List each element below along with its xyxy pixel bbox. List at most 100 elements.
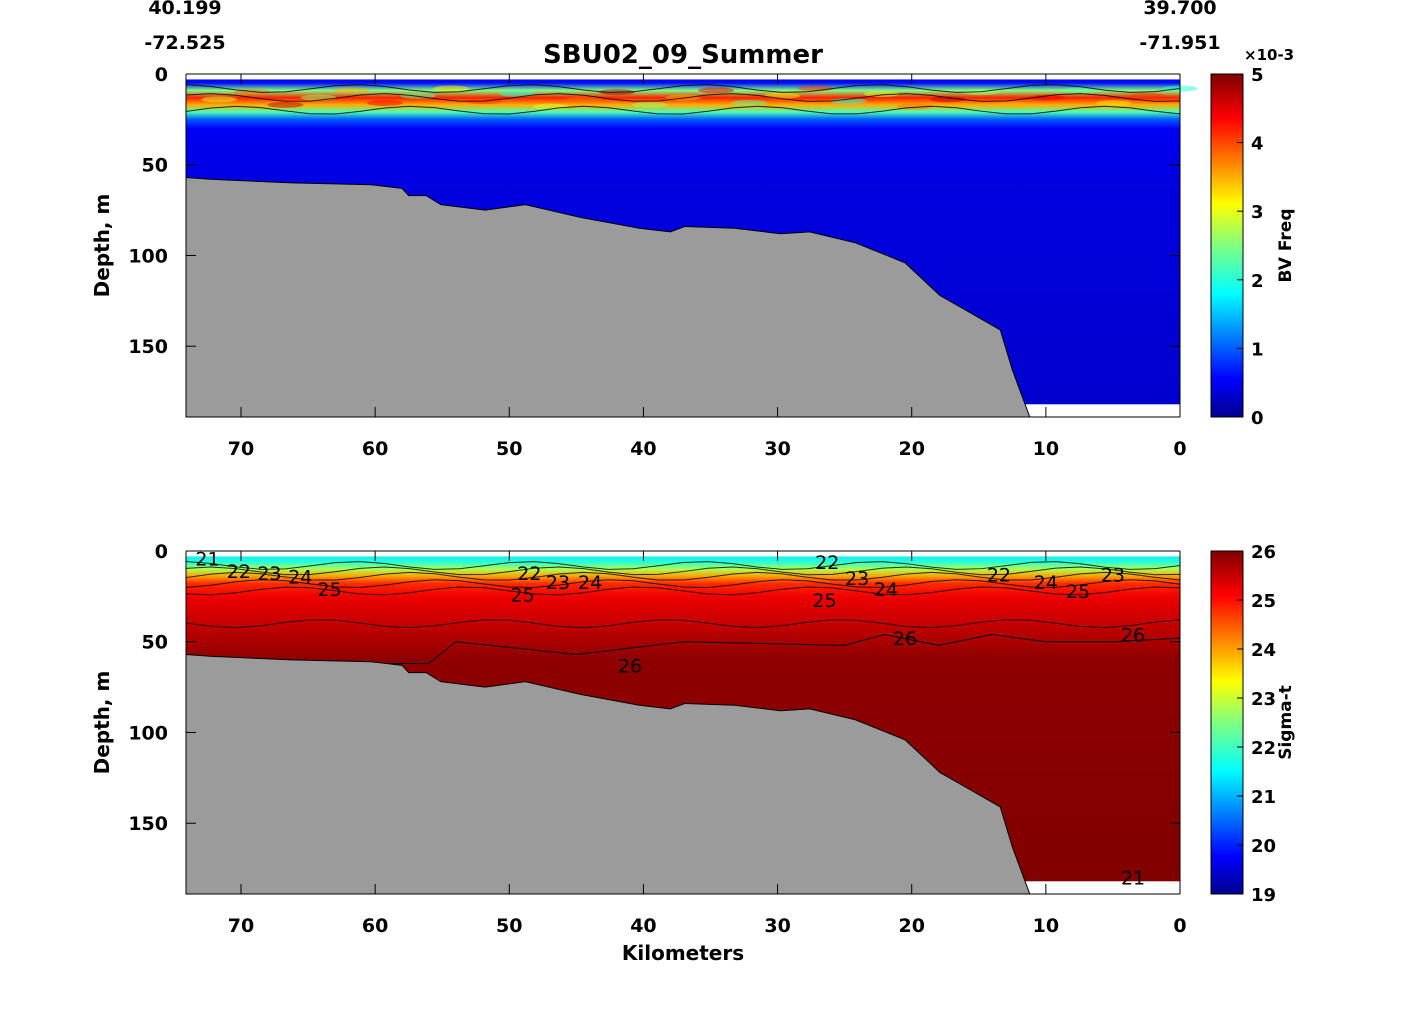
colorbar-tick-label: 3 <box>1251 202 1264 223</box>
colorbar-tick-label: 21 <box>1251 787 1276 808</box>
colorbar-tick-label: 2 <box>1251 271 1264 292</box>
contour-label: 22 <box>517 563 541 585</box>
x-tick-label: 30 <box>764 438 790 460</box>
x-tick-label: 20 <box>898 915 924 937</box>
contour-line <box>185 571 1181 581</box>
colorbar-tick-label: 26 <box>1251 542 1276 563</box>
field-patch <box>565 96 602 103</box>
field-patch <box>996 101 1033 108</box>
field-patch <box>499 90 536 97</box>
contour-label: 23 <box>845 568 869 590</box>
field-patch <box>1029 94 1066 101</box>
y-tick-label: 50 <box>142 155 168 177</box>
lat-left: 40.199 <box>148 0 221 19</box>
contour-line <box>185 619 1181 629</box>
contour-line <box>185 579 1181 589</box>
y-tick-label: 0 <box>155 64 168 86</box>
field-patch <box>1095 100 1132 107</box>
x-tick-label: 50 <box>496 438 522 460</box>
x-tick-label: 10 <box>1033 915 1059 937</box>
y-tick-label: 100 <box>128 722 168 744</box>
contour-label: 24 <box>874 579 898 601</box>
field-patch <box>1062 87 1099 94</box>
colorbar-tick-label: 24 <box>1251 640 1276 661</box>
contour-label: 26 <box>618 655 642 677</box>
contour-label: 23 <box>546 572 570 594</box>
field-patch <box>698 87 735 94</box>
contour-label: 22 <box>227 561 251 583</box>
bathymetry <box>185 653 1031 895</box>
colorbar-tick-label: 25 <box>1251 591 1276 612</box>
x-tick-label: 10 <box>1033 438 1059 460</box>
field-patch <box>764 92 801 99</box>
y-tick-label: 100 <box>128 245 168 267</box>
contour-line <box>185 105 1181 115</box>
y-axis-label: Depth, m <box>90 671 114 775</box>
field-patch <box>366 100 403 107</box>
colorbar-label: BV Freq <box>1276 209 1296 283</box>
contour-label: 23 <box>1101 565 1125 587</box>
contour-label: 23 <box>257 563 281 585</box>
field-patch <box>631 101 668 108</box>
field-patch <box>930 96 967 103</box>
contour-line <box>185 84 1181 93</box>
x-tick-label: 0 <box>1173 438 1186 460</box>
contour-line <box>185 586 1181 596</box>
contour-line <box>185 93 1181 102</box>
field-patch <box>201 96 238 103</box>
x-tick-label: 70 <box>228 915 254 937</box>
y-tick-label: 150 <box>128 336 168 358</box>
field-patch <box>731 100 768 107</box>
chart-title: SBU02_09_Summer <box>543 40 823 70</box>
contour-26 <box>187 633 1181 665</box>
x-tick-label: 30 <box>764 915 790 937</box>
y-tick-label: 150 <box>128 813 168 835</box>
lat-right: 39.700 <box>1143 0 1216 19</box>
colorbar-label: Sigma-t <box>1276 685 1296 760</box>
colorbar-tick-label: 5 <box>1251 65 1264 86</box>
contour-label: 21 <box>195 548 219 570</box>
colorbar <box>1210 550 1244 895</box>
field-patch <box>863 90 900 97</box>
lon-right: -71.951 <box>1139 32 1220 54</box>
x-tick-label: 60 <box>362 438 388 460</box>
contour-label: 25 <box>1066 581 1090 603</box>
colorbar-tick-label: 23 <box>1251 689 1276 710</box>
contour-label: 25 <box>511 585 535 607</box>
field-patch <box>1128 92 1165 99</box>
x-tick-label: 40 <box>630 438 656 460</box>
contour-label: 24 <box>288 566 312 588</box>
field-patch <box>267 101 304 108</box>
colorbar-exponent: ×10-3 <box>1244 46 1294 64</box>
contour-label: 24 <box>578 572 602 594</box>
y-axis-label: Depth, m <box>90 194 114 298</box>
x-tick-label: 20 <box>898 438 924 460</box>
colorbar-tick-label: 20 <box>1251 836 1276 857</box>
contour-label: 26 <box>1121 624 1145 646</box>
lon-left: -72.525 <box>144 32 225 54</box>
contour-label: 25 <box>317 579 341 601</box>
bathymetry <box>185 176 1031 418</box>
contour-line <box>185 561 1181 570</box>
x-axis-label: Kilometers <box>622 941 744 965</box>
contour-label: 22 <box>815 552 839 574</box>
contour-line <box>185 566 1181 576</box>
colorbar <box>1210 73 1244 418</box>
x-tick-label: 50 <box>496 915 522 937</box>
contour-label: 22 <box>987 565 1011 587</box>
field-patch <box>333 87 370 94</box>
contour-label: 21 <box>1121 868 1145 890</box>
colorbar-tick-label: 19 <box>1251 885 1276 906</box>
y-tick-label: 50 <box>142 632 168 654</box>
x-tick-label: 70 <box>228 438 254 460</box>
field-patch <box>433 85 470 92</box>
colorbar-tick-label: 0 <box>1251 408 1264 429</box>
colorbar-tick-label: 4 <box>1251 134 1264 155</box>
x-tick-label: 0 <box>1173 915 1186 937</box>
colorbar-tick-label: 22 <box>1251 738 1276 759</box>
contour-label: 25 <box>812 590 836 612</box>
